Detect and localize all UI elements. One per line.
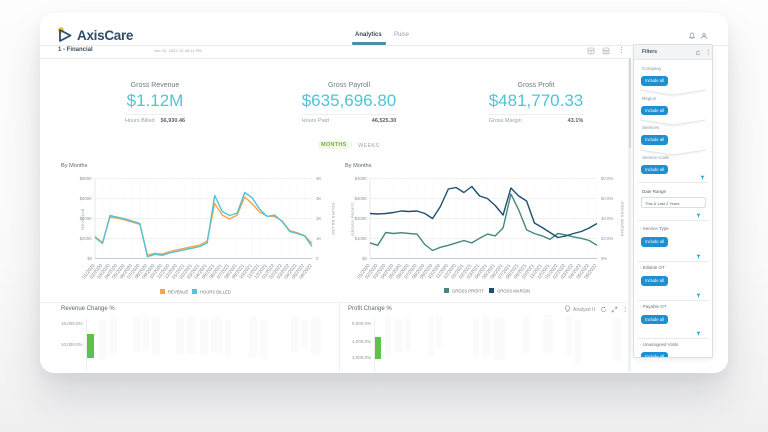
- svg-text:$200K: $200K: [355, 216, 368, 221]
- svg-text:REVENUE: REVENUE: [80, 208, 85, 229]
- svg-text:0%: 0%: [601, 256, 607, 261]
- svg-text:4K: 4K: [316, 176, 321, 181]
- svg-text:$200K: $200K: [80, 236, 93, 241]
- svg-text:GROSS MARGIN: GROSS MARGIN: [497, 289, 530, 294]
- svg-text:GROSS PROFIT: GROSS PROFIT: [452, 289, 484, 294]
- svg-text:$300K: $300K: [355, 196, 368, 201]
- svg-text:$100K: $100K: [355, 236, 368, 241]
- svg-text:By Months: By Months: [61, 163, 88, 169]
- svg-text:80.0%: 80.0%: [601, 176, 613, 181]
- svg-text:REVENUE: REVENUE: [168, 290, 188, 295]
- svg-text:2K: 2K: [316, 216, 321, 221]
- svg-text:HOURS BILLED: HOURS BILLED: [200, 290, 231, 295]
- svg-text:60.0%: 60.0%: [601, 196, 613, 201]
- svg-text:By Months: By Months: [345, 163, 372, 169]
- svg-text:3K: 3K: [316, 196, 321, 201]
- svg-text:$400K: $400K: [355, 176, 368, 181]
- svg-text:0: 0: [316, 256, 319, 261]
- svg-text:$0: $0: [362, 256, 367, 261]
- svg-text:GROSS PROFIT: GROSS PROFIT: [350, 202, 355, 236]
- svg-text:HOURS BILLED: HOURS BILLED: [331, 203, 336, 236]
- svg-text:1K: 1K: [316, 236, 321, 241]
- svg-text:$0: $0: [87, 256, 92, 261]
- svg-text:$400K: $400K: [80, 216, 93, 221]
- svg-text:$800K: $800K: [80, 176, 93, 181]
- svg-text:$600K: $600K: [80, 196, 93, 201]
- svg-text:20.0%: 20.0%: [601, 236, 613, 241]
- svg-text:GROSS MARGIN: GROSS MARGIN: [620, 201, 625, 236]
- svg-text:40.0%: 40.0%: [601, 216, 613, 221]
